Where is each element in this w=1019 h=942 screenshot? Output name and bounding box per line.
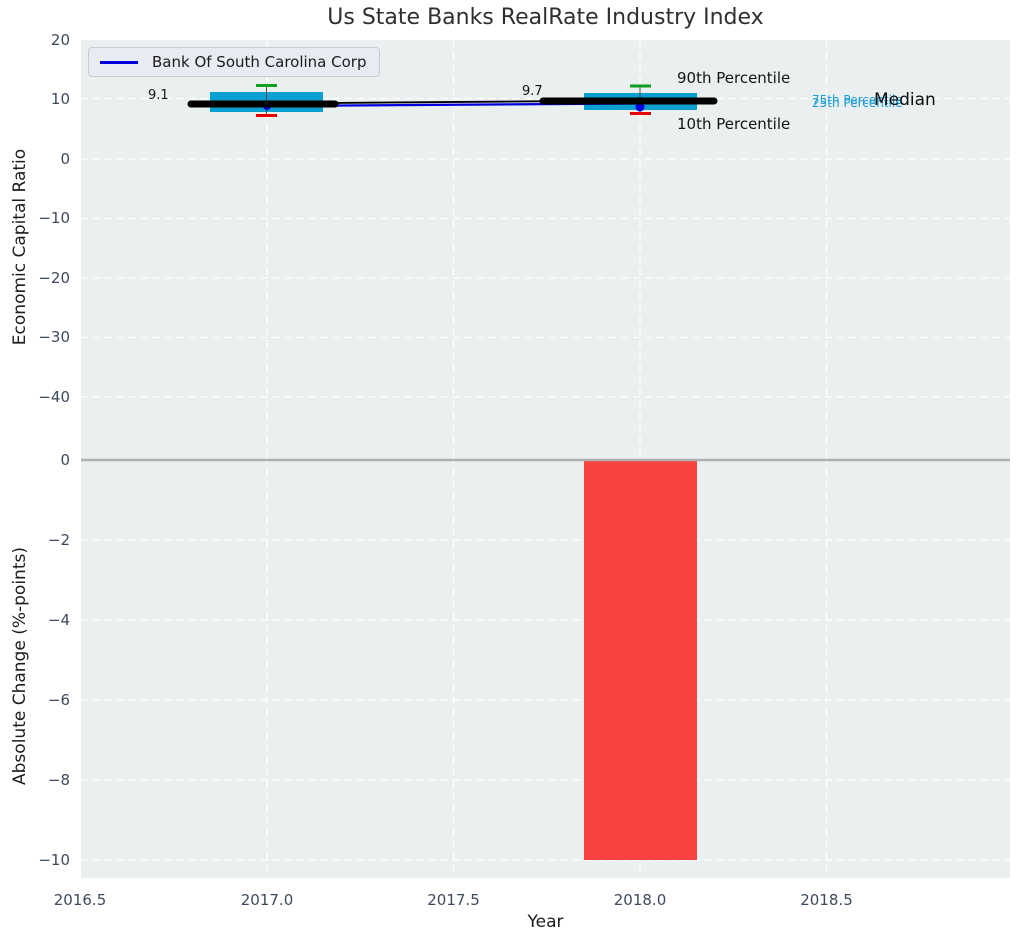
- top-plot-area: Bank Of South Carolina Corp 9.1 9.7 90th…: [81, 40, 1010, 457]
- legend: Bank Of South Carolina Corp: [88, 47, 381, 77]
- bottom-ytick-0: 0: [60, 451, 70, 469]
- bottom-ytick-n10: −10: [38, 851, 70, 869]
- change-bar-2018: [584, 460, 697, 860]
- gridlines: [81, 457, 1010, 878]
- annotation-median: Median: [874, 90, 936, 110]
- bottom-ytick-n2: −2: [47, 531, 70, 549]
- top-ytick-n20: −20: [38, 269, 70, 287]
- top-ytick-20: 20: [50, 31, 70, 49]
- bottom-y-axis-label: Absolute Change (%-points): [10, 547, 30, 785]
- bottom-plot-area: [81, 457, 1010, 878]
- bottom-ytick-n8: −8: [47, 771, 70, 789]
- annotation-25th-percentile: 25th Percentile: [812, 96, 903, 110]
- bottom-plot-canvas: [81, 457, 1010, 878]
- bottom-ytick-n4: −4: [47, 611, 70, 629]
- annotation-90th-percentile: 90th Percentile: [677, 69, 791, 87]
- top-ytick-10: 10: [50, 90, 70, 108]
- top-ytick-n40: −40: [38, 388, 70, 406]
- xtick-2018-5: 2018.5: [800, 891, 853, 909]
- annotation-75th-percentile: 75th Percentile: [812, 93, 903, 107]
- gridlines: [81, 40, 1010, 457]
- top-y-axis-label: Economic Capital Ratio: [10, 148, 30, 346]
- xtick-2017-5: 2017.5: [427, 891, 480, 909]
- xtick-2016-5: 2016.5: [53, 891, 107, 909]
- top-ytick-n30: −30: [38, 328, 70, 346]
- x-axis-label: Year: [527, 912, 564, 932]
- annotation-value-2018: 9.7: [522, 84, 543, 99]
- xtick-2018-0: 2018.0: [613, 891, 667, 909]
- company-point-2018: [635, 102, 645, 112]
- top-ytick-n10: −10: [38, 209, 70, 227]
- annotation-10th-percentile: 10th Percentile: [677, 115, 791, 133]
- legend-line-swatch: [100, 60, 138, 64]
- legend-label: Bank Of South Carolina Corp: [152, 53, 367, 71]
- bottom-ytick-n6: −6: [47, 691, 70, 709]
- chart-title: Us State Banks RealRate Industry Index: [327, 5, 764, 30]
- xtick-2017-0: 2017.0: [240, 891, 294, 909]
- top-ytick-0: 0: [60, 150, 70, 168]
- top-plot-canvas: [81, 40, 1010, 457]
- annotation-value-2017: 9.1: [148, 88, 169, 103]
